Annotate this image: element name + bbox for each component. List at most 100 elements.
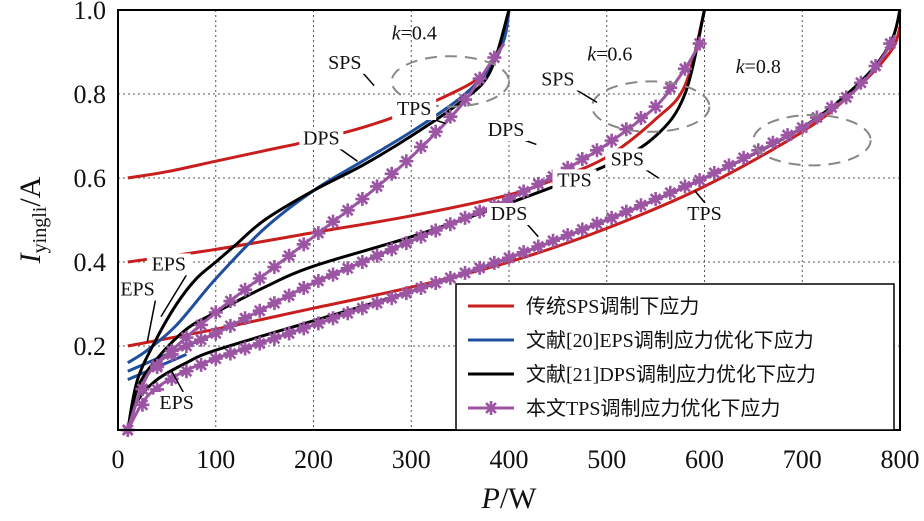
- series-4-marker: [663, 80, 678, 95]
- series-4-marker: [692, 173, 707, 188]
- k-group-ellipse-3: [752, 114, 872, 167]
- series-4-marker: [545, 233, 560, 248]
- series-4-marker: [502, 250, 516, 265]
- annotation-label-1: SPS: [328, 52, 361, 74]
- series-4-marker: [164, 347, 179, 362]
- series-4-marker: [839, 90, 854, 105]
- series-4-marker: [238, 341, 253, 356]
- series-4-marker: [194, 357, 209, 372]
- series-4-marker: [370, 248, 385, 263]
- series-4-marker: [252, 271, 267, 286]
- x-tick-label: 300: [392, 445, 431, 474]
- series-4-marker: [179, 339, 194, 353]
- series-4-marker: [355, 192, 370, 206]
- series-4-marker: [179, 330, 194, 345]
- series-4-marker: [340, 261, 355, 276]
- y-tick-label: 0.4: [74, 248, 107, 277]
- legend-label-4: 本文TPS调制应力优化下应力: [526, 397, 780, 420]
- annotation-label-7: SPS: [611, 148, 644, 170]
- k-group-ellipse-1: [390, 55, 511, 108]
- series-4-marker: [721, 158, 736, 173]
- series-4-marker: [428, 223, 443, 238]
- series-4-marker: [780, 128, 795, 143]
- series-4-marker: [238, 282, 253, 297]
- series-4-marker: [516, 184, 531, 199]
- series-4-marker: [399, 236, 414, 251]
- annotation-leader-10: [160, 274, 188, 317]
- annotation-label-2: TPS: [397, 98, 431, 120]
- series-4-marker: [472, 204, 487, 219]
- series-4-marker: [575, 222, 590, 237]
- series-4-marker: [267, 331, 282, 346]
- series-4-marker: [208, 305, 223, 320]
- x-tick-label: 500: [587, 445, 626, 474]
- series-4-marker: [296, 281, 311, 296]
- series-4-marker: [502, 192, 516, 206]
- series-4-marker: [150, 360, 165, 374]
- annotation-leader-7: [644, 168, 659, 179]
- series-4-marker: [428, 276, 443, 290]
- series-4-marker: [355, 301, 370, 316]
- x-axis-unit: /W: [500, 482, 537, 515]
- series-4-marker: [604, 210, 619, 225]
- series-4: [120, 34, 898, 437]
- series-4-marker: [252, 336, 267, 351]
- series-4-marker: [370, 296, 385, 311]
- k-symbol: k: [736, 56, 746, 78]
- series-4-marker: [399, 154, 414, 169]
- k-value-label-3: k=0.8: [736, 56, 781, 78]
- series-3-curve-k0.6: [126, 9, 706, 431]
- legend-marker-4: [484, 401, 498, 415]
- series-4-marker: [252, 303, 267, 318]
- series-4-marker: [619, 204, 634, 219]
- series-4-marker: [223, 318, 238, 333]
- series-4-marker: [296, 237, 311, 252]
- series-4-marker: [472, 71, 487, 86]
- annotation-label-bg: [299, 127, 344, 150]
- series-4-marker: [296, 321, 311, 336]
- k-symbol: k: [587, 43, 597, 65]
- k-value: =0.8: [745, 56, 781, 78]
- annotation-label-12: EPS: [159, 392, 193, 414]
- series-4-marker: [458, 92, 473, 107]
- legend-label-2: 文献[20]EPS调制应力优化下应力: [526, 329, 814, 352]
- annotation-label-bg: [605, 148, 650, 171]
- x-tick-label: 100: [196, 445, 235, 474]
- annotation-label-bg: [115, 278, 160, 301]
- series-4-marker: [384, 166, 399, 181]
- series-4-marker: [223, 294, 238, 309]
- legend-box: [455, 283, 895, 431]
- series-4-marker: [692, 36, 707, 51]
- series-4-marker: [487, 50, 502, 65]
- annotation-label-bg: [682, 203, 727, 225]
- x-tick-label: 800: [881, 445, 920, 474]
- legend: 传统SPS调制下应力文献[20]EPS调制应力优化下应力文献[21]DPS调制应…: [455, 283, 895, 431]
- series-4-marker: [443, 109, 458, 124]
- series-4-marker: [809, 110, 824, 125]
- series-4-marker: [326, 267, 341, 282]
- series-4-marker: [633, 110, 648, 125]
- series-4-marker: [824, 100, 839, 115]
- y-tick-label: 0.6: [74, 164, 107, 193]
- k-value: =0.4: [401, 22, 437, 44]
- series-4-marker: [414, 281, 429, 296]
- series-4-marker: [589, 216, 604, 231]
- annotation-label-6: TPS: [557, 169, 591, 191]
- series-4-marker: [795, 120, 810, 135]
- annotation-label-bg: [552, 169, 597, 192]
- annotation-leader-11: [146, 299, 157, 342]
- legend-label-3: 文献[21]DPS调制应力优化下应力: [526, 363, 816, 386]
- annotation-label-9: DPS: [491, 203, 528, 225]
- series-4-marker: [575, 152, 590, 167]
- series-4-marker: [428, 124, 443, 139]
- series-4-marker: [663, 185, 678, 200]
- annotation-label-8: TPS: [687, 203, 721, 225]
- series-4-marker: [311, 316, 326, 331]
- series-4-marker: [267, 260, 282, 275]
- annotation-label-bg: [146, 253, 191, 276]
- series-4-marker: [340, 306, 355, 321]
- series-4-marker: [560, 228, 575, 243]
- series-4-marker: [531, 176, 546, 191]
- series-4-marker: [648, 99, 663, 114]
